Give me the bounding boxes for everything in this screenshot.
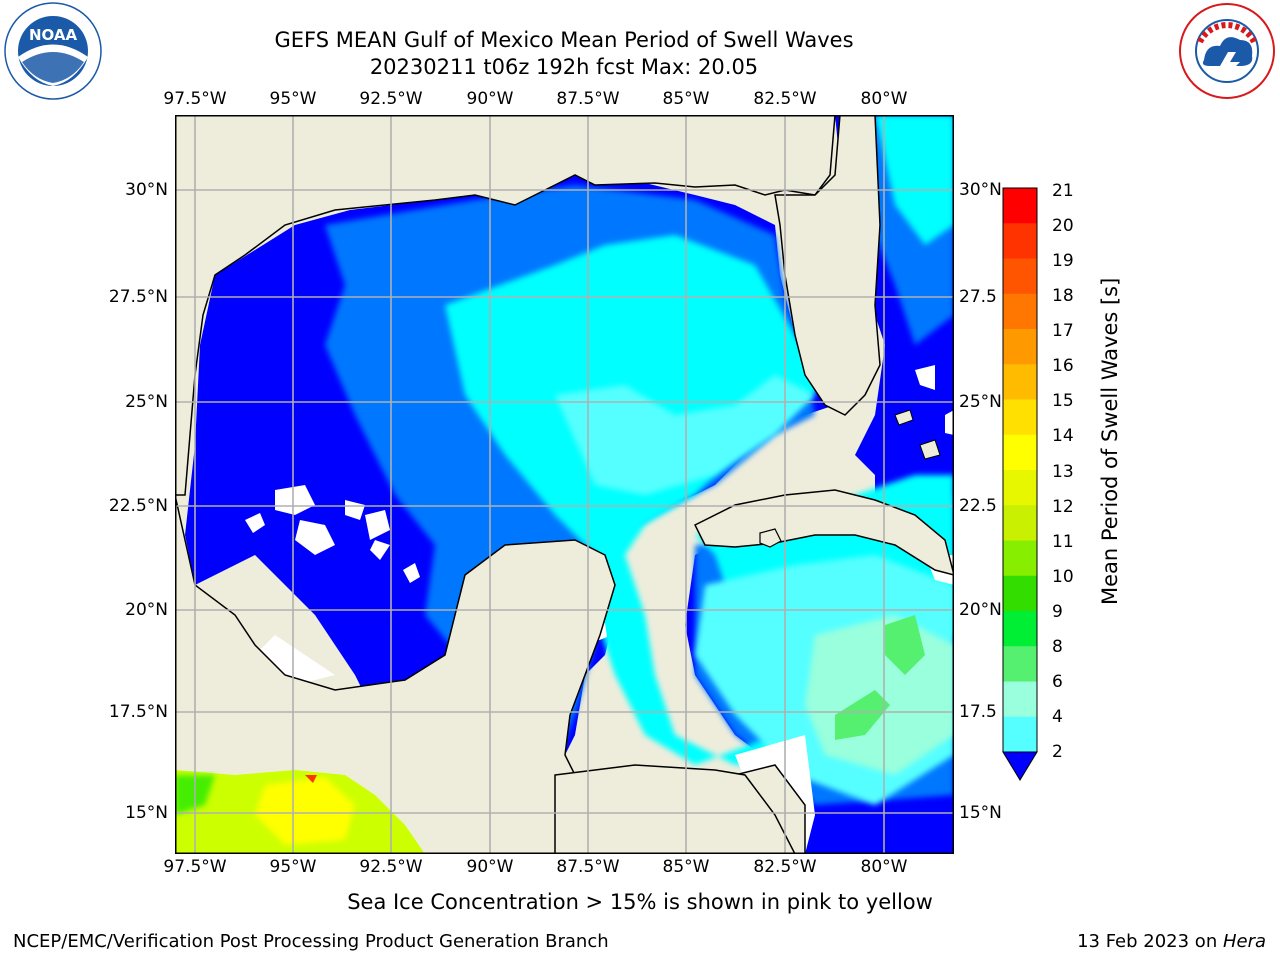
lat-tick-label: 22.5 xyxy=(959,496,997,516)
colorbar-segment xyxy=(1003,364,1037,400)
land-central-america xyxy=(554,764,796,854)
colorbar-tick-label: 13 xyxy=(1052,462,1074,482)
lat-tick-label: 20°N xyxy=(125,600,168,620)
colorbar-segment xyxy=(1003,293,1037,330)
lat-tick-label: 27.5°N xyxy=(108,287,168,307)
footer-left: NCEP/EMC/Verification Post Processing Pr… xyxy=(13,931,609,952)
colorbar-segment xyxy=(1003,329,1037,365)
lon-tick-label: 97.5°W xyxy=(163,89,227,109)
lat-tick-label: 17.5°N xyxy=(108,702,168,722)
colorbar-tick-label: 4 xyxy=(1052,707,1063,727)
colorbar-tick-label: 18 xyxy=(1052,286,1074,306)
lon-tick-label: 80°W xyxy=(860,857,908,877)
colorbar-tick-label: 2 xyxy=(1052,742,1063,762)
footer-date: 13 Feb 2023 on xyxy=(1077,931,1223,952)
colorbar-tick-label: 14 xyxy=(1052,426,1074,446)
colorbar-segment xyxy=(1003,434,1037,471)
lon-tick-label: 90°W xyxy=(466,857,514,877)
colorbar-tick-label: 11 xyxy=(1052,532,1074,552)
colorbar-tick-label: 17 xyxy=(1052,321,1074,341)
colorbar-segment xyxy=(1003,681,1037,718)
noaa-logo: NOAA xyxy=(4,2,102,100)
lon-tick-label: 92.5°W xyxy=(359,857,423,877)
colorbar-segment xyxy=(1003,611,1037,647)
lon-tick-label: 85°W xyxy=(662,89,710,109)
colorbar-tick-label: 19 xyxy=(1052,251,1074,271)
colorbar-segment xyxy=(1003,223,1037,259)
lon-tick-label: 95°W xyxy=(269,89,317,109)
map-frame xyxy=(175,115,954,854)
colorbar-tick-label: 10 xyxy=(1052,567,1074,587)
sea-ice-note-text: Sea Ice Concentration > 15% is shown in … xyxy=(347,890,933,914)
map-panel xyxy=(175,115,954,854)
lat-tick-label: 15°N xyxy=(959,803,1002,823)
nws-logo xyxy=(1178,2,1276,100)
colorbar-tick-label: 20 xyxy=(1052,216,1074,236)
lat-tick-label: 30°N xyxy=(125,180,168,200)
colorbar-tick-label: 8 xyxy=(1052,637,1063,657)
lon-tick-label: 90°W xyxy=(466,89,514,109)
contour-band-9-10 xyxy=(885,615,925,675)
colorbar-tick-label: 21 xyxy=(1052,181,1074,201)
land-isle-of-youth xyxy=(759,528,782,548)
contour-band-9-10-b xyxy=(835,690,890,740)
colorbar xyxy=(1002,187,1038,781)
lat-tick-label: 22.5°N xyxy=(108,496,168,516)
lon-tick-label: 80°W xyxy=(860,89,908,109)
lon-tick-label: 85°W xyxy=(662,857,710,877)
colorbar-segment xyxy=(1003,575,1037,612)
pacific-wave-max xyxy=(305,775,317,783)
lat-tick-label: 25°N xyxy=(125,392,168,412)
colorbar-segment xyxy=(1003,188,1037,224)
chart-title: GEFS MEAN Gulf of Mexico Mean Period of … xyxy=(274,28,854,52)
lat-tick-label: 17.5 xyxy=(959,702,997,722)
colorbar-segment xyxy=(1003,646,1037,682)
lon-tick-label: 87.5°W xyxy=(556,857,620,877)
lon-tick-label: 92.5°W xyxy=(359,89,423,109)
contour-band-4-6-east xyxy=(875,115,954,245)
footer-machine: Hera xyxy=(1222,931,1266,952)
colorbar-extend-arrow xyxy=(1002,751,1038,781)
colorbar-segment xyxy=(1003,470,1037,506)
pacific-wave-peak xyxy=(255,777,355,845)
colorbar-segment xyxy=(1003,505,1037,541)
graticule xyxy=(175,115,954,854)
lat-tick-label: 27.5 xyxy=(959,287,997,307)
lon-tick-label: 97.5°W xyxy=(163,857,227,877)
colorbar-label: Mean Period of Swell Waves [s] xyxy=(1098,277,1122,605)
lon-tick-label: 87.5°W xyxy=(556,89,620,109)
lat-tick-label: 20°N xyxy=(959,600,1002,620)
land-cuba xyxy=(693,489,954,576)
contour-band-6-8 xyxy=(555,375,815,495)
lat-tick-label: 25°N xyxy=(959,392,1002,412)
land-bahamas xyxy=(894,409,941,460)
footer-right: 13 Feb 2023 on Hera xyxy=(1077,931,1266,952)
lat-tick-label: 15°N xyxy=(125,803,168,823)
colorbar-segment xyxy=(1003,258,1037,295)
colorbar-segment xyxy=(1003,540,1037,577)
lat-tick-label: 30°N xyxy=(959,180,1002,200)
lon-tick-label: 95°W xyxy=(269,857,317,877)
colorbar-tick-label: 15 xyxy=(1052,391,1074,411)
colorbar-segments xyxy=(1003,188,1037,753)
chart-subtitle: 20230211 t06z 192h fcst Max: 20.05 xyxy=(369,55,759,79)
noaa-logo-text: NOAA xyxy=(29,26,78,44)
colorbar-segment xyxy=(1003,716,1037,753)
colorbar-tick-label: 16 xyxy=(1052,356,1074,376)
lon-tick-label: 82.5°W xyxy=(753,89,817,109)
colorbar-tick-label: 9 xyxy=(1052,602,1063,622)
colorbar-tick-label: 6 xyxy=(1052,672,1063,692)
sea-ice-note: Sea Ice Concentration > 15% is shown in … xyxy=(0,890,1280,914)
lon-tick-label: 82.5°W xyxy=(753,857,817,877)
colorbar-tick-label: 12 xyxy=(1052,497,1074,517)
colorbar-frame xyxy=(1002,187,1038,753)
colorbar-segment xyxy=(1003,399,1037,436)
